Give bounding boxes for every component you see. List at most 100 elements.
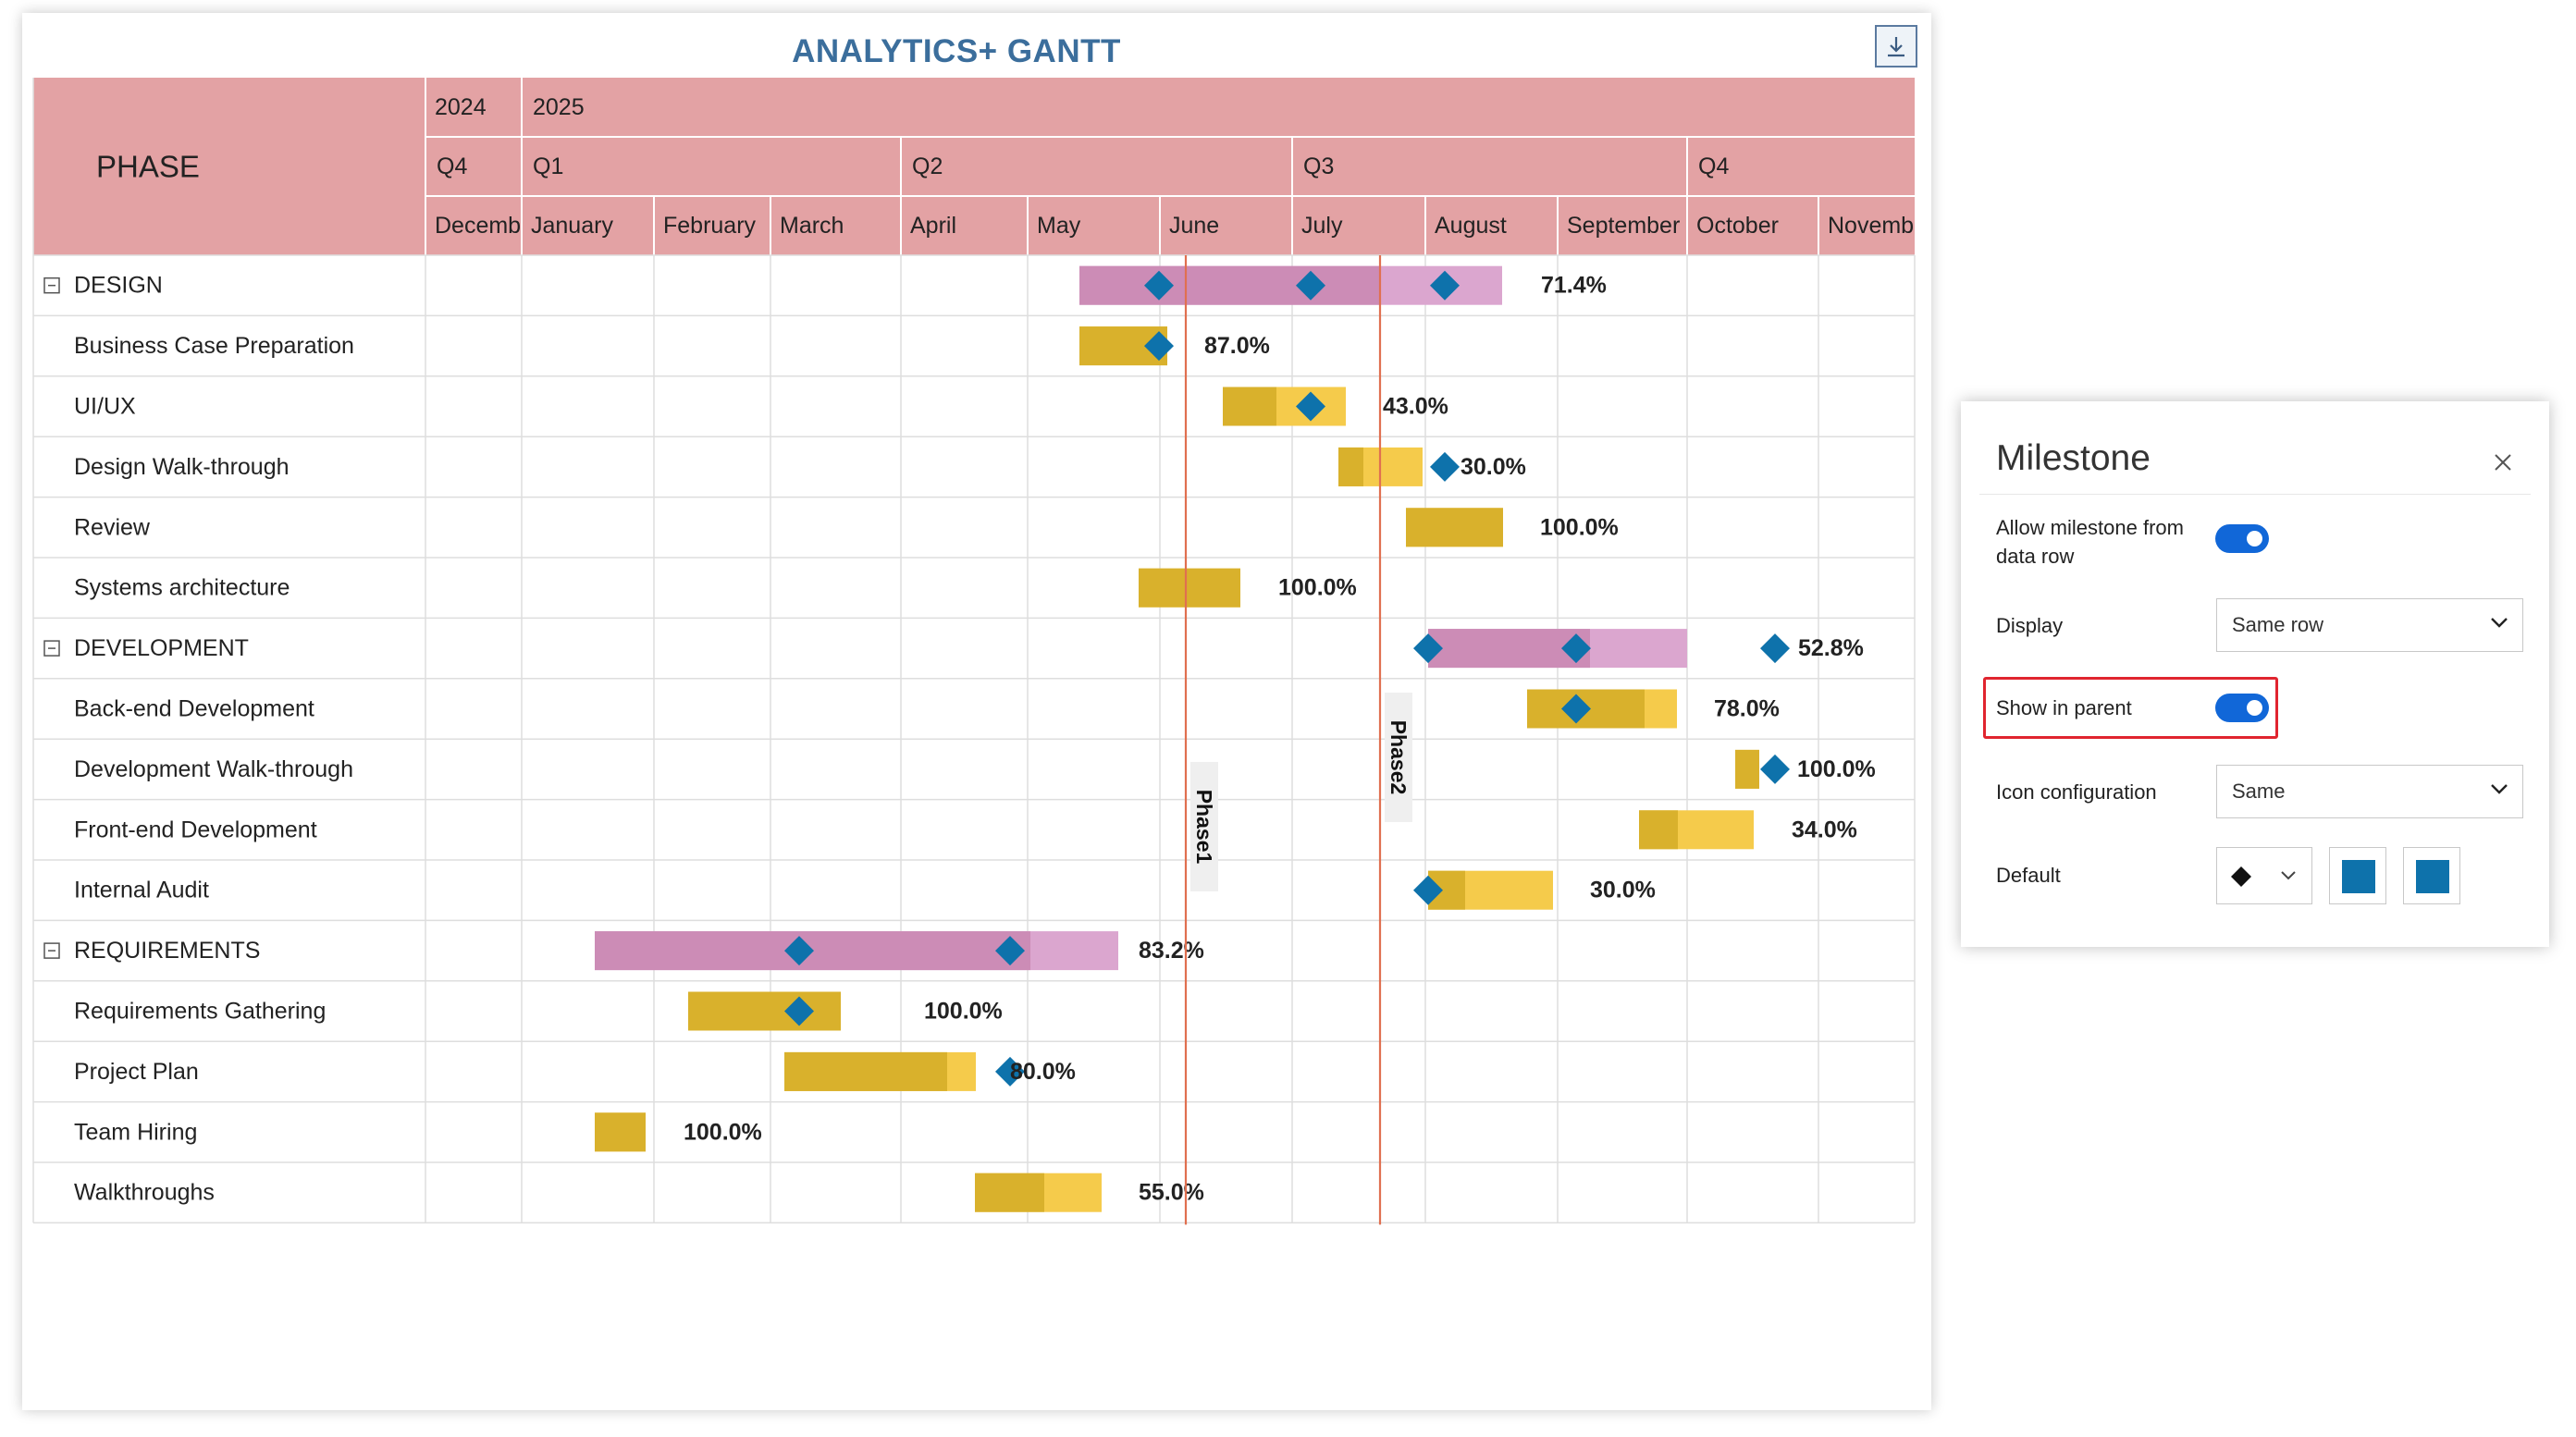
task-label: Review	[74, 514, 151, 540]
task-label: Systems architecture	[74, 575, 290, 601]
close-button[interactable]	[2488, 448, 2518, 477]
quarter-label: Q4	[1698, 154, 1729, 179]
allow-milestone-toggle[interactable]	[2215, 524, 2269, 553]
panel-divider	[1979, 494, 2531, 495]
gantt-title: ANALYTICS+ GANTT	[792, 33, 1121, 69]
show-in-parent-label: Show in parent	[1996, 696, 2132, 719]
progress-label: 34.0%	[1792, 817, 1857, 842]
display-value: Same row	[2232, 613, 2324, 636]
progress-fill	[1139, 568, 1240, 608]
progress-fill	[595, 1112, 646, 1152]
task-label: Team Hiring	[74, 1119, 197, 1145]
month-label: March	[780, 213, 844, 239]
header-background	[33, 78, 1915, 255]
diamond-icon	[2231, 866, 2251, 887]
chevron-down-icon	[2281, 871, 2296, 880]
icon-configuration-value: Same	[2232, 780, 2286, 803]
diamond-icon[interactable]	[1760, 754, 1790, 784]
default-fill-color-swatch[interactable]	[2329, 847, 2386, 904]
chevron-down-icon	[2491, 784, 2508, 794]
export-icon	[1888, 37, 1904, 57]
month-label: Decemb	[435, 213, 521, 239]
group-label: REQUIREMENTS	[74, 938, 260, 964]
month-label: October	[1696, 213, 1779, 239]
diamond-icon[interactable]	[1296, 391, 1325, 422]
month-label: May	[1037, 213, 1081, 239]
group-label: DEVELOPMENT	[74, 635, 249, 661]
diamond-icon[interactable]	[995, 936, 1025, 966]
display-dropdown[interactable]: Same row	[2216, 598, 2523, 652]
progress-fill	[1079, 265, 1380, 305]
default-label: Default	[1996, 864, 2061, 887]
diamond-icon[interactable]	[784, 996, 814, 1026]
diamond-icon[interactable]	[1430, 270, 1460, 301]
month-label: June	[1169, 213, 1219, 239]
diamond-icon[interactable]	[1760, 633, 1790, 664]
diamond-icon[interactable]	[1144, 331, 1174, 362]
month-label: April	[910, 213, 956, 239]
gantt-chart-card: PHASE 2024 2025 Q4 Q1 Q2 Q3 Q4 Decemb January Febr…	[22, 13, 1931, 1410]
gantt-grid: PHASE 2024 2025 Q4 Q1 Q2 Q3 Q4 Decemb January Febr…	[32, 78, 1916, 1225]
progress-label: 100.0%	[1540, 514, 1619, 540]
diamond-icon[interactable]	[1296, 270, 1325, 301]
default-border-color-swatch[interactable]	[2403, 847, 2460, 904]
close-icon	[2495, 454, 2511, 471]
progress-fill	[1639, 810, 1678, 850]
quarter-label: Q2	[912, 154, 943, 179]
diamond-icon[interactable]	[995, 1056, 1025, 1087]
task-label: UI/UX	[74, 394, 136, 420]
progress-label: 30.0%	[1461, 454, 1526, 480]
task-label: Development Walk-through	[74, 756, 353, 782]
quarter-label: Q3	[1303, 154, 1334, 179]
display-label: Display	[1996, 614, 2064, 637]
progress-label: 43.0%	[1383, 394, 1448, 420]
progress-label: 71.4%	[1541, 273, 1607, 299]
reference-label-bg	[1190, 762, 1218, 891]
progress-label: 100.0%	[1797, 756, 1876, 782]
export-button[interactable]	[1875, 25, 1917, 68]
progress-fill	[784, 1051, 947, 1091]
progress-label: 87.0%	[1204, 333, 1270, 359]
panel-title: Milestone	[1996, 438, 2151, 478]
progress-fill	[1223, 387, 1276, 426]
milestone-panel: Milestone Allow milestone from data row …	[1961, 401, 2549, 947]
reference-line-label: Phase2	[1387, 720, 1411, 795]
progress-label: 100.0%	[1278, 575, 1357, 601]
progress-label: 80.0%	[1010, 1059, 1076, 1085]
progress-fill	[1406, 508, 1503, 547]
year-label: 2024	[435, 94, 487, 120]
month-label: August	[1435, 213, 1507, 239]
diamond-icon[interactable]	[1144, 270, 1174, 301]
diamond-icon[interactable]	[1413, 633, 1443, 664]
task-label: Design Walk-through	[74, 454, 290, 480]
progress-label: 100.0%	[924, 999, 1003, 1025]
year-label: 2025	[533, 94, 585, 120]
month-label: February	[663, 213, 757, 239]
month-label: July	[1301, 213, 1343, 239]
task-label: Requirements Gathering	[74, 999, 326, 1025]
icon-configuration-dropdown[interactable]: Same	[2216, 765, 2523, 818]
reference-line-label: Phase1	[1192, 790, 1216, 865]
progress-label: 100.0%	[684, 1119, 762, 1145]
diamond-icon[interactable]	[784, 936, 814, 966]
task-label: Walkthroughs	[74, 1180, 215, 1206]
diamond-icon[interactable]	[1413, 875, 1443, 905]
task-label: Front-end Development	[74, 817, 317, 842]
progress-fill	[975, 1173, 1044, 1212]
chevron-down-icon	[2491, 618, 2508, 628]
progress-label: 52.8%	[1798, 635, 1864, 661]
month-label: September	[1567, 213, 1680, 239]
diamond-icon[interactable]	[1430, 451, 1460, 482]
quarter-label: Q4	[437, 154, 467, 179]
diamond-icon[interactable]	[1561, 694, 1591, 724]
quarter-label: Q1	[533, 154, 563, 179]
show-in-parent-toggle[interactable]	[2215, 694, 2269, 722]
default-shape-dropdown[interactable]	[2216, 847, 2312, 904]
task-label: Internal Audit	[74, 878, 209, 903]
allow-milestone-label: Allow milestone from data row	[1996, 516, 2184, 568]
task-label: Business Case Preparation	[74, 333, 354, 359]
reference-label-bg	[1385, 693, 1412, 822]
diamond-icon[interactable]	[1561, 633, 1591, 664]
progress-fill	[688, 991, 841, 1031]
progress-fill	[1735, 749, 1759, 789]
